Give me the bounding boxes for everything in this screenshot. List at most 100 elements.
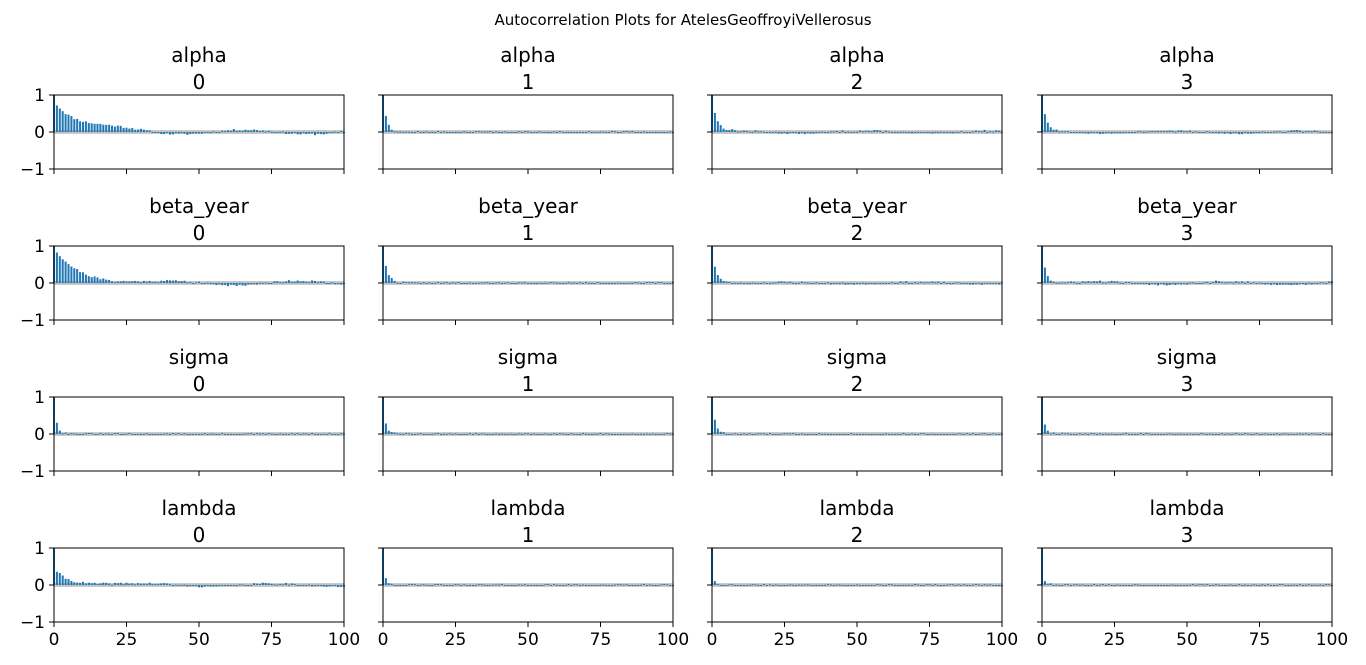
acf-bar [276,132,279,133]
acf-bar [154,584,157,586]
acf-bar [1142,283,1145,284]
acf-bar [760,585,763,586]
acf-bar [1296,585,1299,587]
acf-bar [1130,283,1133,284]
acf-bar [1098,433,1102,435]
acf-bar [547,282,550,284]
acf-bar [1188,282,1191,284]
acf-bar [226,584,230,586]
acf-bar [835,283,838,284]
acf-bar [64,432,67,434]
acf-bar [134,280,137,283]
acf-bar [1214,132,1218,133]
acf-bar [492,283,495,284]
acf-bar [1090,433,1093,435]
acf-bar [631,585,634,586]
acf-bar [584,433,588,435]
acf-bar [221,585,224,586]
acf-bar [416,282,419,284]
acf-bar [1200,584,1203,586]
panel-title-chain: 0 [193,70,206,94]
acf-bar [1165,433,1168,435]
x-tick-label: 25 [1104,630,1126,650]
acf-bar [229,130,232,132]
acf-bar [1325,434,1328,435]
acf-bar [1113,434,1116,436]
acf-bar [541,283,544,284]
acf-bar [913,583,917,585]
acf-bar [1209,132,1212,133]
panel-title-chain: 0 [193,372,206,396]
acf-bar [1067,282,1070,284]
acf-bar [1183,131,1186,133]
acf-bar [587,434,590,435]
acf-bar [81,581,85,585]
acf-bar [535,433,538,435]
acf-bar [971,584,975,586]
acf-bar [821,131,824,133]
acf-bar [954,585,957,586]
acf-bar [247,433,250,435]
acf-bar [340,283,343,285]
acf-bar [151,132,154,133]
acf-bar [1162,283,1165,285]
acf-bar [151,434,154,435]
acf-bar [524,584,527,586]
acf-bar [189,434,192,435]
acf-bar [722,128,725,132]
acf-bar [992,585,995,586]
acf-bar [1067,131,1070,133]
acf-bar [1148,585,1151,586]
acf-bar [316,132,319,134]
acf-bar [567,583,570,585]
acf-bar [416,585,419,586]
acf-bar [719,431,722,434]
acf-bar [244,585,247,586]
acf-bar [648,282,651,284]
acf-bar [634,132,637,133]
acf-bar [334,585,337,586]
acf-bar [547,132,550,134]
acf-bar [279,282,282,284]
acf-bar [526,433,530,435]
acf-bar [616,282,619,284]
acf-bar [963,283,966,284]
acf-bar [90,123,93,132]
acf-bar [777,281,780,283]
acf-bar [206,132,209,133]
acf-bar [853,131,856,133]
acf-bar [1116,132,1119,134]
acf-bar [945,434,948,436]
acf-bar [913,282,917,284]
acf-bar [795,585,798,586]
acf-bar [399,131,402,133]
acf-bar [81,121,85,132]
acf-bar [497,282,501,284]
acf-bar [1188,433,1191,435]
acf-bar [642,283,646,284]
acf-bar [410,282,414,284]
acf-bar [84,274,87,283]
acf-bar [518,584,521,586]
acf-bar [428,585,431,586]
acf-bar [751,131,754,133]
panel-title-chain: 3 [1181,70,1194,94]
acf-bar [64,578,67,585]
acf-bar [1154,584,1157,586]
acf-bar [1122,283,1125,284]
acf-bar [1203,433,1206,435]
acf-bar [90,277,93,283]
acf-bar [334,131,337,133]
acf-bar [887,583,890,585]
x-tick-label: 75 [590,630,612,650]
acf-bar [148,130,151,132]
acf-bar [102,434,105,435]
x-tick-label: 50 [188,630,210,650]
acf-bar [989,282,992,284]
acf-bar [631,433,634,435]
acf-bar [841,130,844,132]
acf-bar [212,283,215,284]
acf-bar [471,132,474,133]
acf-bar [319,434,322,435]
acf-bar [960,433,963,435]
